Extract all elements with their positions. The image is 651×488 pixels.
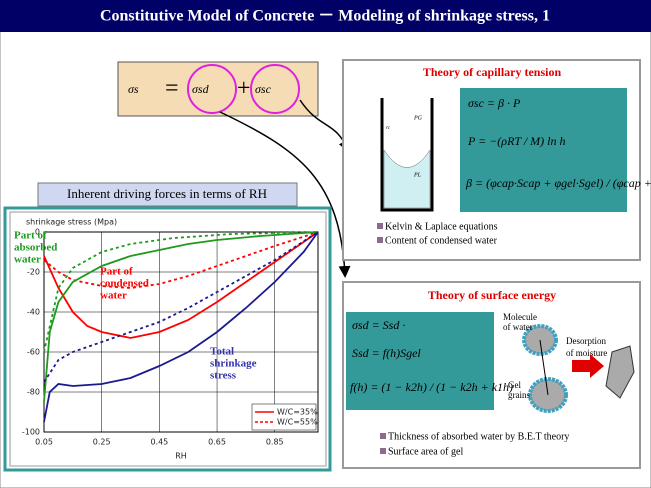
- circle-sc: [250, 64, 300, 114]
- x-tick-label: 0.65: [208, 438, 226, 447]
- y-tick-label: -40: [27, 308, 40, 317]
- series-line: [43, 231, 319, 339]
- equation-box: [117, 61, 319, 117]
- annotation: Part of: [100, 266, 133, 278]
- liquid-label: PL: [413, 172, 422, 178]
- eq-term2: σsc: [255, 82, 272, 96]
- equation: P = −(ρRT / M) ln h: [467, 134, 566, 148]
- bullet: [377, 237, 383, 243]
- arrow: [219, 111, 351, 278]
- radius-label: rc: [386, 126, 391, 131]
- bullet: [377, 223, 383, 229]
- label-box: [37, 182, 298, 207]
- diagram-label: grains: [508, 390, 530, 400]
- equation-panel: [346, 312, 494, 410]
- equation: Ssd = f(h)Sgel: [352, 346, 421, 360]
- legend-label: W/C=55%: [277, 418, 318, 427]
- bullet: [380, 448, 386, 454]
- x-tick-label: 0.25: [93, 438, 111, 447]
- eq-term1: σsd: [192, 82, 210, 96]
- dry-grain: [605, 345, 635, 399]
- bullet-text: Surface area of gel: [388, 446, 463, 457]
- header-title: Constitutive Model of Concrete － Modelin…: [100, 8, 550, 25]
- bullet: [380, 433, 386, 439]
- y-tick-label: 0: [35, 228, 40, 237]
- series-line: [43, 231, 319, 403]
- y-tick-label: -80: [27, 388, 40, 397]
- red-arrow: [572, 354, 604, 378]
- series-line: [43, 231, 319, 353]
- annotation: condensed: [100, 278, 149, 290]
- panel-title: Theory of capillary tension: [423, 65, 562, 79]
- eq-plus: +: [237, 76, 251, 102]
- bullet-text: Kelvin & Laplace equations: [385, 221, 498, 232]
- x-tick-label: 0.85: [266, 438, 284, 447]
- driving-forces-label: Inherent driving forces in terms of RH: [67, 186, 267, 201]
- diagram-label: Molecule: [503, 312, 537, 322]
- equation: f(h) = (1 − k2h) / (1 − k2h + k1h): [350, 380, 513, 394]
- annotation: absorbed: [14, 242, 57, 254]
- diagram-label: Gel: [508, 380, 521, 390]
- tube-walls: [380, 98, 434, 212]
- annotation: shrinkage: [210, 358, 257, 370]
- bond: [539, 339, 549, 396]
- y-axis-label: shrinkage stress (Mpa): [26, 218, 117, 227]
- panel-title: Theory of surface energy: [428, 288, 556, 302]
- circle-sd: [187, 64, 237, 114]
- series-line: [43, 231, 319, 383]
- gas-label: PG: [413, 115, 423, 121]
- annotation: stress: [210, 370, 237, 382]
- annotation: Part of: [14, 230, 47, 242]
- series-line: [43, 231, 319, 289]
- equation: σsd = Ssd ·: [352, 318, 405, 332]
- diagram-label: of water: [503, 322, 533, 332]
- legend-label: W/C=35%: [277, 408, 318, 417]
- equation: β = (φcap·Scap + φgel·Sgel) / (φcap + φg…: [465, 176, 651, 190]
- liquid: [383, 149, 431, 209]
- diagram-label: Desorption: [566, 336, 606, 346]
- y-tick-label: -20: [27, 268, 40, 277]
- equation: σsc = β · P: [468, 96, 521, 110]
- bullet-text: Thickness of absorbed water by B.E.T the…: [388, 431, 569, 442]
- equation-panel: [460, 88, 627, 212]
- annotation: Total: [210, 346, 234, 358]
- annotation: water: [14, 254, 41, 266]
- bullet-text: Content of condensed water: [385, 235, 498, 246]
- diagram-label: of moisture: [566, 348, 607, 358]
- x-tick-label: 0.05: [35, 438, 53, 447]
- series-line: [43, 231, 319, 423]
- header-bar: [0, 0, 651, 32]
- annotation: water: [100, 290, 127, 302]
- x-tick-label: 0.45: [150, 438, 168, 447]
- y-tick-label: -60: [27, 348, 40, 357]
- y-tick-label: -100: [22, 428, 40, 437]
- legend-box: [251, 403, 317, 431]
- eq-lhs: σs: [128, 82, 139, 96]
- eq-equals: =: [165, 76, 179, 102]
- x-axis-label: RH: [175, 452, 187, 461]
